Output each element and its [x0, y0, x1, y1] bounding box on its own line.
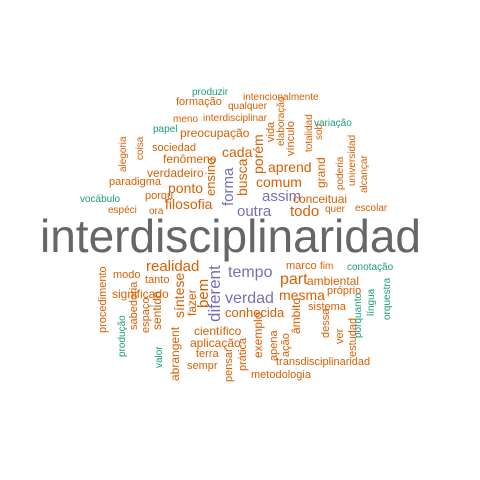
word-metodologia: metodologia	[251, 369, 311, 382]
word-assim: assim	[262, 187, 302, 205]
word-pensar: pensar	[223, 348, 236, 382]
word-modo: modo	[113, 269, 141, 282]
word-lingua: língua	[366, 288, 377, 316]
word-escolar: escolar	[355, 203, 388, 214]
word-exemplo: exemplo	[251, 312, 266, 358]
word-realidad: realidad	[146, 257, 200, 275]
word-ver: ver	[334, 328, 347, 344]
word-dessa: dessa	[320, 308, 333, 338]
word-interdisciplinaridad: interdisciplinaridad	[40, 209, 421, 262]
word-ensino: ensino	[203, 157, 219, 196]
word-coisa: coisa	[135, 136, 146, 160]
word-universidad: universidad	[347, 134, 358, 186]
word-quer: quer	[325, 204, 346, 215]
word-ora: ora	[149, 206, 164, 217]
word-comum: comum	[256, 174, 302, 191]
word-mesma: mesma	[279, 287, 325, 304]
word-sistema: sistema	[308, 301, 346, 314]
word-totalidad: totalidad	[304, 114, 315, 152]
word-busca: busca	[234, 158, 251, 196]
word-sociedad: sociedad	[152, 142, 197, 155]
word-outra: outra	[237, 202, 272, 220]
word-ambito: âmbito	[289, 297, 304, 334]
word-tempo: tempo	[228, 263, 273, 281]
word-variacao: variação	[314, 118, 352, 129]
word-abrangent: abrangent	[168, 326, 183, 381]
word-produzir: produzir	[192, 87, 229, 98]
word-intencionalmente: intencionalmente	[243, 92, 319, 103]
word-transdisciplinaridad: transdisciplinaridad	[276, 356, 371, 369]
word-paradigma: paradigma	[109, 176, 161, 189]
word-vocabulo: vocábulo	[80, 194, 121, 205]
word-alcancar: alcançar	[359, 155, 370, 193]
word-sempr: sempr	[187, 360, 218, 373]
word-valor: valor	[154, 346, 165, 368]
word-procedimento: procedimento	[97, 266, 110, 333]
word-ponto: ponto	[168, 180, 204, 197]
word-marco: marco	[286, 260, 317, 273]
word-fazer: fazer	[185, 289, 200, 316]
word-verdad: verdad	[225, 289, 274, 307]
word-proprio: próprio	[327, 285, 362, 298]
word-todo: todo	[290, 202, 320, 220]
word-interdisciplinar: interdisciplinar	[203, 113, 267, 124]
word-cientifico: científico	[194, 324, 242, 339]
word-tanto: tanto	[145, 274, 170, 287]
word-conceituai: conceituai	[293, 192, 348, 207]
word-formacao: formação	[176, 96, 222, 109]
word-filosofia: filosofia	[165, 196, 213, 213]
word-fenomeno: fenômeno	[163, 152, 217, 167]
word-sabedoria: sabedoria	[128, 281, 141, 330]
word-orquestra: orquestra	[382, 277, 393, 320]
word-aprend: aprend	[268, 159, 312, 176]
word-conhecida: conhecida	[225, 305, 285, 321]
word-conotacao: conotação	[347, 262, 394, 273]
word-porqu: porqu	[145, 190, 174, 203]
word-part: part	[280, 270, 308, 288]
word-sob: sob	[314, 123, 325, 140]
word-producao: produção	[117, 315, 128, 357]
word-terra: terra	[196, 348, 219, 361]
word-porquanto: porquanto	[353, 292, 364, 338]
word-alegoria: alegoria	[118, 136, 129, 172]
word-qualquer: qualquer	[228, 101, 267, 112]
word-fim: fim	[320, 261, 334, 272]
word-cada: cada	[222, 144, 253, 161]
word-poderia: poderia	[335, 156, 346, 190]
word-especi: espéci	[108, 205, 137, 216]
word-ambiental: ambiental	[307, 274, 360, 289]
word-sentido: sentido	[150, 291, 165, 330]
word-grand: grand	[314, 157, 329, 188]
word-vinculo: vínculo	[285, 121, 298, 156]
word-aplicacao: aplicação	[190, 336, 241, 351]
word-meno: meno	[173, 114, 199, 125]
word-verdadeiro: verdadeiro	[147, 166, 204, 181]
word-papel: papel	[153, 124, 178, 135]
word-significado: significado	[112, 287, 169, 302]
word-preocupacao: preocupação	[180, 126, 250, 141]
word-porem: porém	[250, 134, 267, 174]
word-pratica: prática	[237, 337, 250, 371]
word-acao: ação	[280, 333, 293, 357]
